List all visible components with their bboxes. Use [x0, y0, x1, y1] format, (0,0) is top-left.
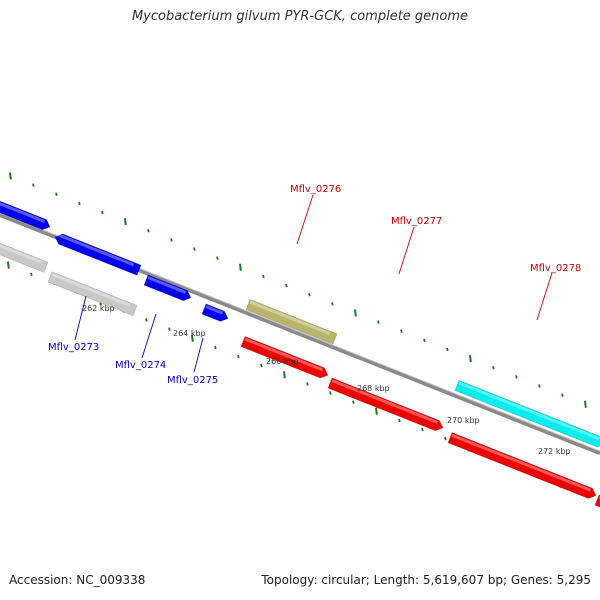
scale-label: 268 kbp	[357, 384, 390, 393]
cds-arrow[interactable]	[327, 377, 445, 433]
feature-tracks[interactable]	[0, 199, 600, 510]
gene-label[interactable]: Mflv_0276	[290, 184, 341, 195]
minor-tick	[398, 418, 401, 423]
gene-label-leader	[141, 313, 157, 359]
major-tick	[191, 334, 194, 342]
major-tick	[7, 261, 10, 269]
major-tick	[283, 371, 286, 379]
gene-arrow[interactable]	[0, 199, 52, 232]
minor-tick	[400, 329, 403, 333]
minor-tick	[561, 393, 564, 397]
minor-tick	[147, 229, 150, 233]
gene-arrow[interactable]	[143, 274, 193, 303]
major-tick	[375, 407, 378, 415]
minor-tick	[170, 238, 173, 242]
scale-label: 262 kbp	[82, 304, 115, 313]
accession-text: Accession: NC_009338	[9, 573, 146, 587]
gene-label-leader	[74, 295, 87, 341]
upper-tick-row	[9, 172, 587, 408]
minor-tick	[55, 192, 58, 196]
gene-label[interactable]: Mflv_0275	[167, 375, 218, 386]
minor-tick	[214, 345, 217, 350]
gene-label[interactable]: Mflv_0274	[115, 360, 166, 371]
minor-tick	[352, 400, 355, 404]
minor-tick	[444, 436, 447, 441]
major-tick	[9, 172, 12, 180]
minor-tick	[32, 183, 35, 187]
major-tick	[239, 263, 242, 271]
minor-tick	[538, 384, 541, 388]
cds-arrow[interactable]	[0, 241, 49, 273]
gene-label[interactable]: Mflv_0277	[391, 216, 442, 227]
minor-tick	[423, 338, 426, 343]
minor-tick	[30, 272, 33, 277]
minor-tick	[193, 247, 196, 251]
cds-arrow[interactable]	[594, 494, 600, 510]
cds-arrow[interactable]	[240, 335, 330, 380]
minor-tick	[101, 210, 104, 215]
gene-arrow[interactable]	[201, 303, 230, 324]
minor-tick	[237, 354, 240, 359]
scale-label: 270 kbp	[447, 416, 480, 425]
minor-tick	[260, 363, 263, 368]
minor-tick	[377, 320, 380, 324]
gene-arrow[interactable]	[454, 379, 600, 449]
minor-tick	[329, 391, 332, 395]
gene-label[interactable]: Mflv_0273	[48, 342, 99, 353]
minor-tick	[446, 347, 449, 352]
minor-tick	[492, 365, 495, 370]
scale-labels: 262 kbp 264 kbp 266 kbp 268 kbp 270 kbp 272 k…	[82, 304, 571, 456]
gene-arrow[interactable]	[245, 298, 338, 345]
page-title: Mycobacterium gilvum PYR-GCK, complete g…	[131, 9, 469, 24]
genome-stats-text: Topology: circular; Length: 5,619,607 bp…	[261, 573, 591, 587]
minor-tick	[145, 318, 148, 322]
minor-tick	[168, 327, 171, 331]
minor-tick	[421, 427, 424, 432]
scale-label: 272 kbp	[538, 447, 571, 456]
gene-label[interactable]: Mflv_0278	[530, 263, 581, 274]
scale-label: 266 kbp	[266, 357, 299, 366]
minor-tick	[216, 256, 219, 260]
minor-tick	[515, 375, 518, 379]
minor-tick	[78, 201, 81, 206]
gene-label-leader	[536, 272, 553, 321]
minor-tick	[285, 283, 288, 288]
gene-label-leader	[398, 226, 415, 275]
minor-tick	[262, 274, 265, 279]
minor-tick	[331, 302, 334, 306]
major-tick	[584, 400, 587, 408]
gene-label-leaders	[74, 194, 553, 373]
major-tick	[354, 309, 357, 317]
scale-label: 264 kbp	[173, 329, 206, 338]
minor-tick	[306, 382, 309, 386]
minor-tick	[308, 292, 311, 297]
gene-label-leader	[193, 337, 204, 373]
major-tick	[124, 218, 127, 226]
cds-arrow[interactable]	[447, 432, 598, 501]
gene-arrow[interactable]	[53, 232, 142, 276]
cds-arrow[interactable]	[47, 271, 138, 317]
major-tick	[469, 354, 472, 363]
gene-label-leader	[296, 194, 314, 245]
